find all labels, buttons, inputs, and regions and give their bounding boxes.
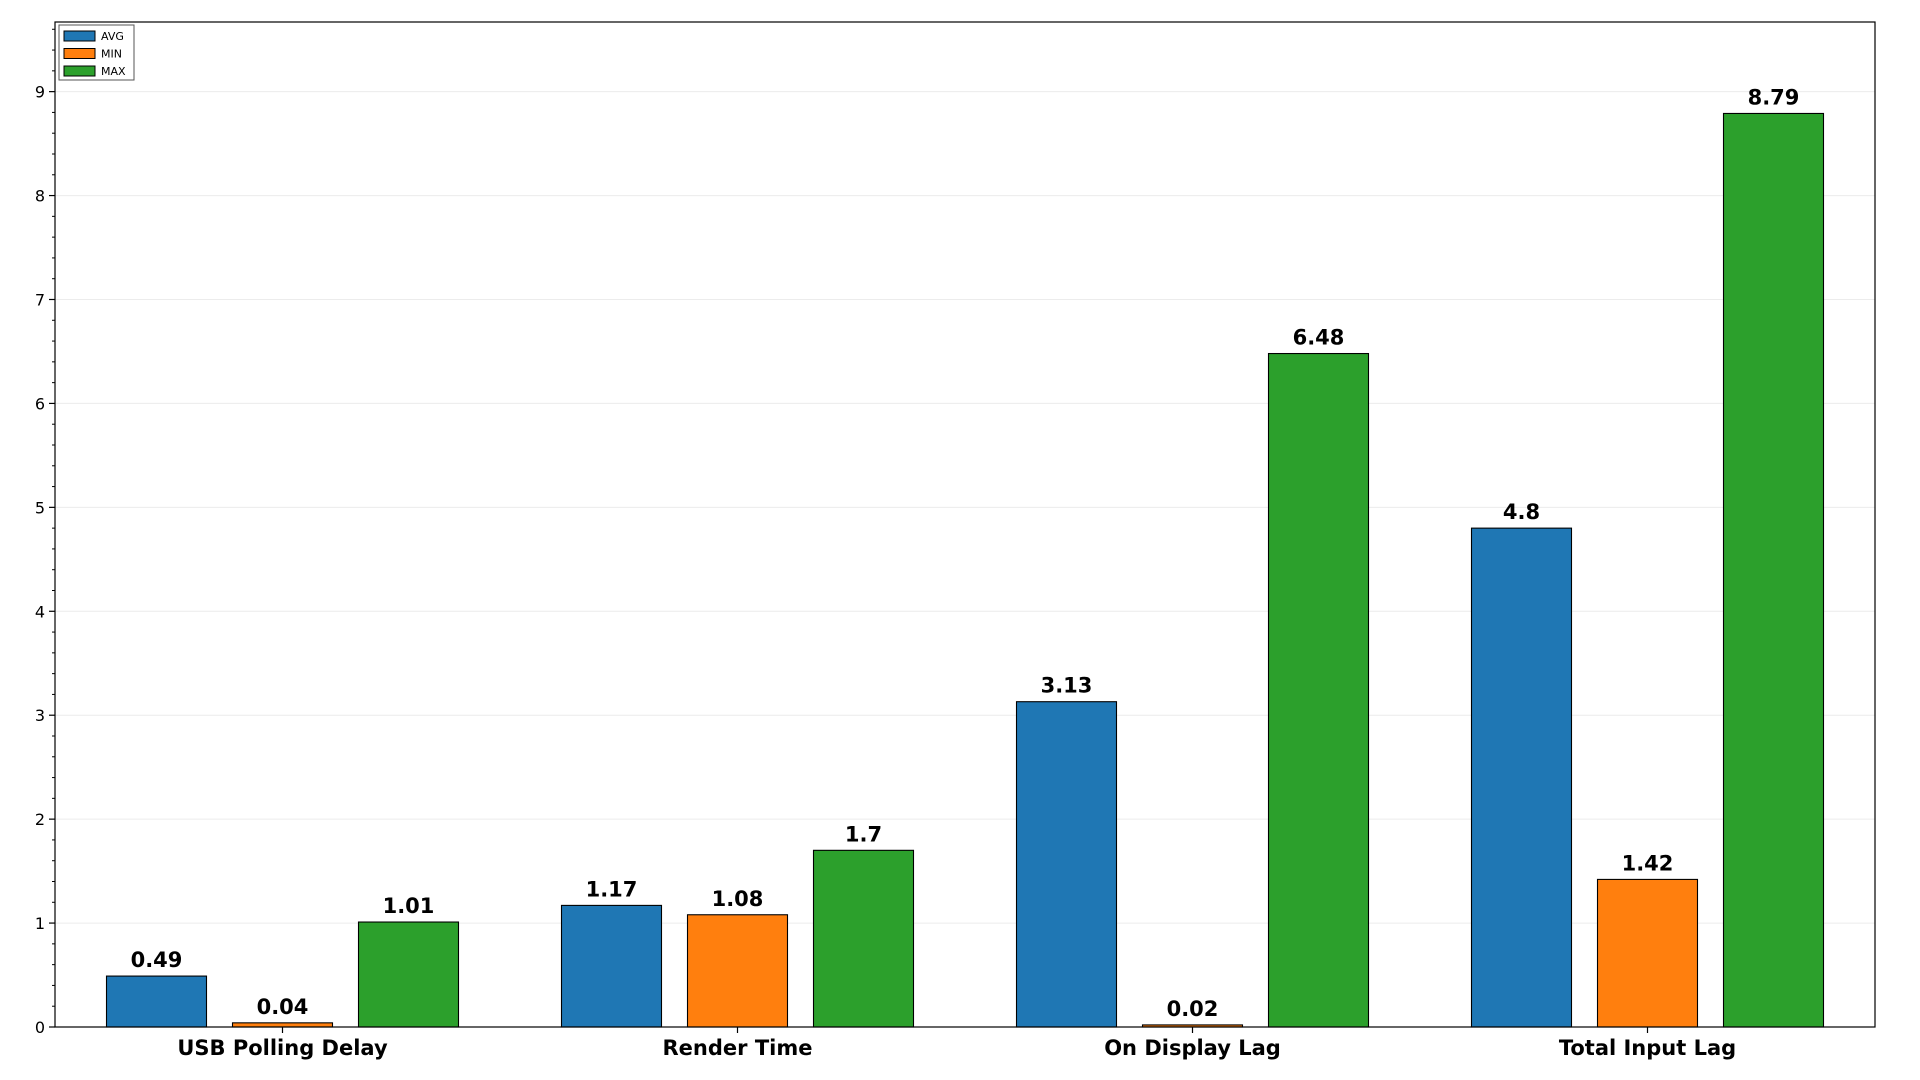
data-label: 8.79 [1748, 85, 1800, 109]
data-label: 1.42 [1622, 851, 1674, 875]
bars [105, 112, 1825, 1028]
legend-swatch [63, 30, 96, 42]
data-label: 1.17 [586, 877, 638, 901]
bar-max [357, 921, 460, 1028]
y-axis: 0 1 2 3 4 5 6 7 8 9 [35, 28, 55, 1037]
legend-label: AVG [101, 30, 124, 43]
data-label: 3.13 [1041, 674, 1093, 698]
data-label: 0.02 [1167, 997, 1219, 1021]
data-label: 4.8 [1503, 500, 1540, 524]
y-tick-label: 8 [35, 187, 45, 206]
gridlines [55, 91, 1875, 924]
legend-label: MIN [101, 48, 122, 61]
bar-avg [105, 975, 208, 1028]
data-label: 0.49 [131, 948, 183, 972]
bar-max [1722, 112, 1825, 1028]
y-tick-label: 9 [35, 83, 45, 102]
plot-frame [54, 21, 1876, 1028]
y-tick-label: 7 [35, 290, 45, 309]
legend-label: MAX [101, 65, 126, 78]
bar-max [812, 849, 915, 1028]
x-category-label: USB Polling Delay [177, 1036, 388, 1060]
y-tick-label: 0 [35, 1018, 45, 1037]
data-label: 6.48 [1293, 326, 1345, 350]
bar-min [686, 914, 789, 1028]
bar-avg [560, 904, 663, 1028]
x-category-label: Total Input Lag [1559, 1036, 1736, 1060]
bar-avg [1015, 701, 1118, 1028]
legend-swatch [63, 48, 96, 59]
data-label: 1.08 [712, 887, 764, 911]
legend-swatch [63, 65, 96, 77]
bar-min [231, 1022, 334, 1028]
data-label: 1.7 [845, 822, 882, 846]
bar-min [1596, 878, 1699, 1028]
bar-avg [1470, 527, 1573, 1028]
legend: AVG MIN MAX [58, 24, 135, 81]
data-labels: 0.49 0.04 1.01 1.17 1.08 1.7 3.13 0.02 6.48 4.8 1.… [131, 85, 1800, 1020]
y-tick-label: 3 [35, 706, 45, 725]
y-tick-label: 2 [35, 810, 45, 829]
y-tick-label: 4 [35, 602, 45, 621]
y-tick-label: 5 [35, 498, 45, 517]
data-label: 1.01 [383, 894, 435, 918]
x-category-label: Render Time [663, 1036, 813, 1060]
data-label: 0.04 [257, 995, 309, 1019]
y-tick-label: 1 [35, 914, 45, 933]
x-axis: USB Polling Delay Render Time On Display L… [177, 1027, 1736, 1060]
x-category-label: On Display Lag [1104, 1036, 1281, 1060]
y-tick-label: 6 [35, 394, 45, 413]
bar-max [1267, 352, 1370, 1028]
